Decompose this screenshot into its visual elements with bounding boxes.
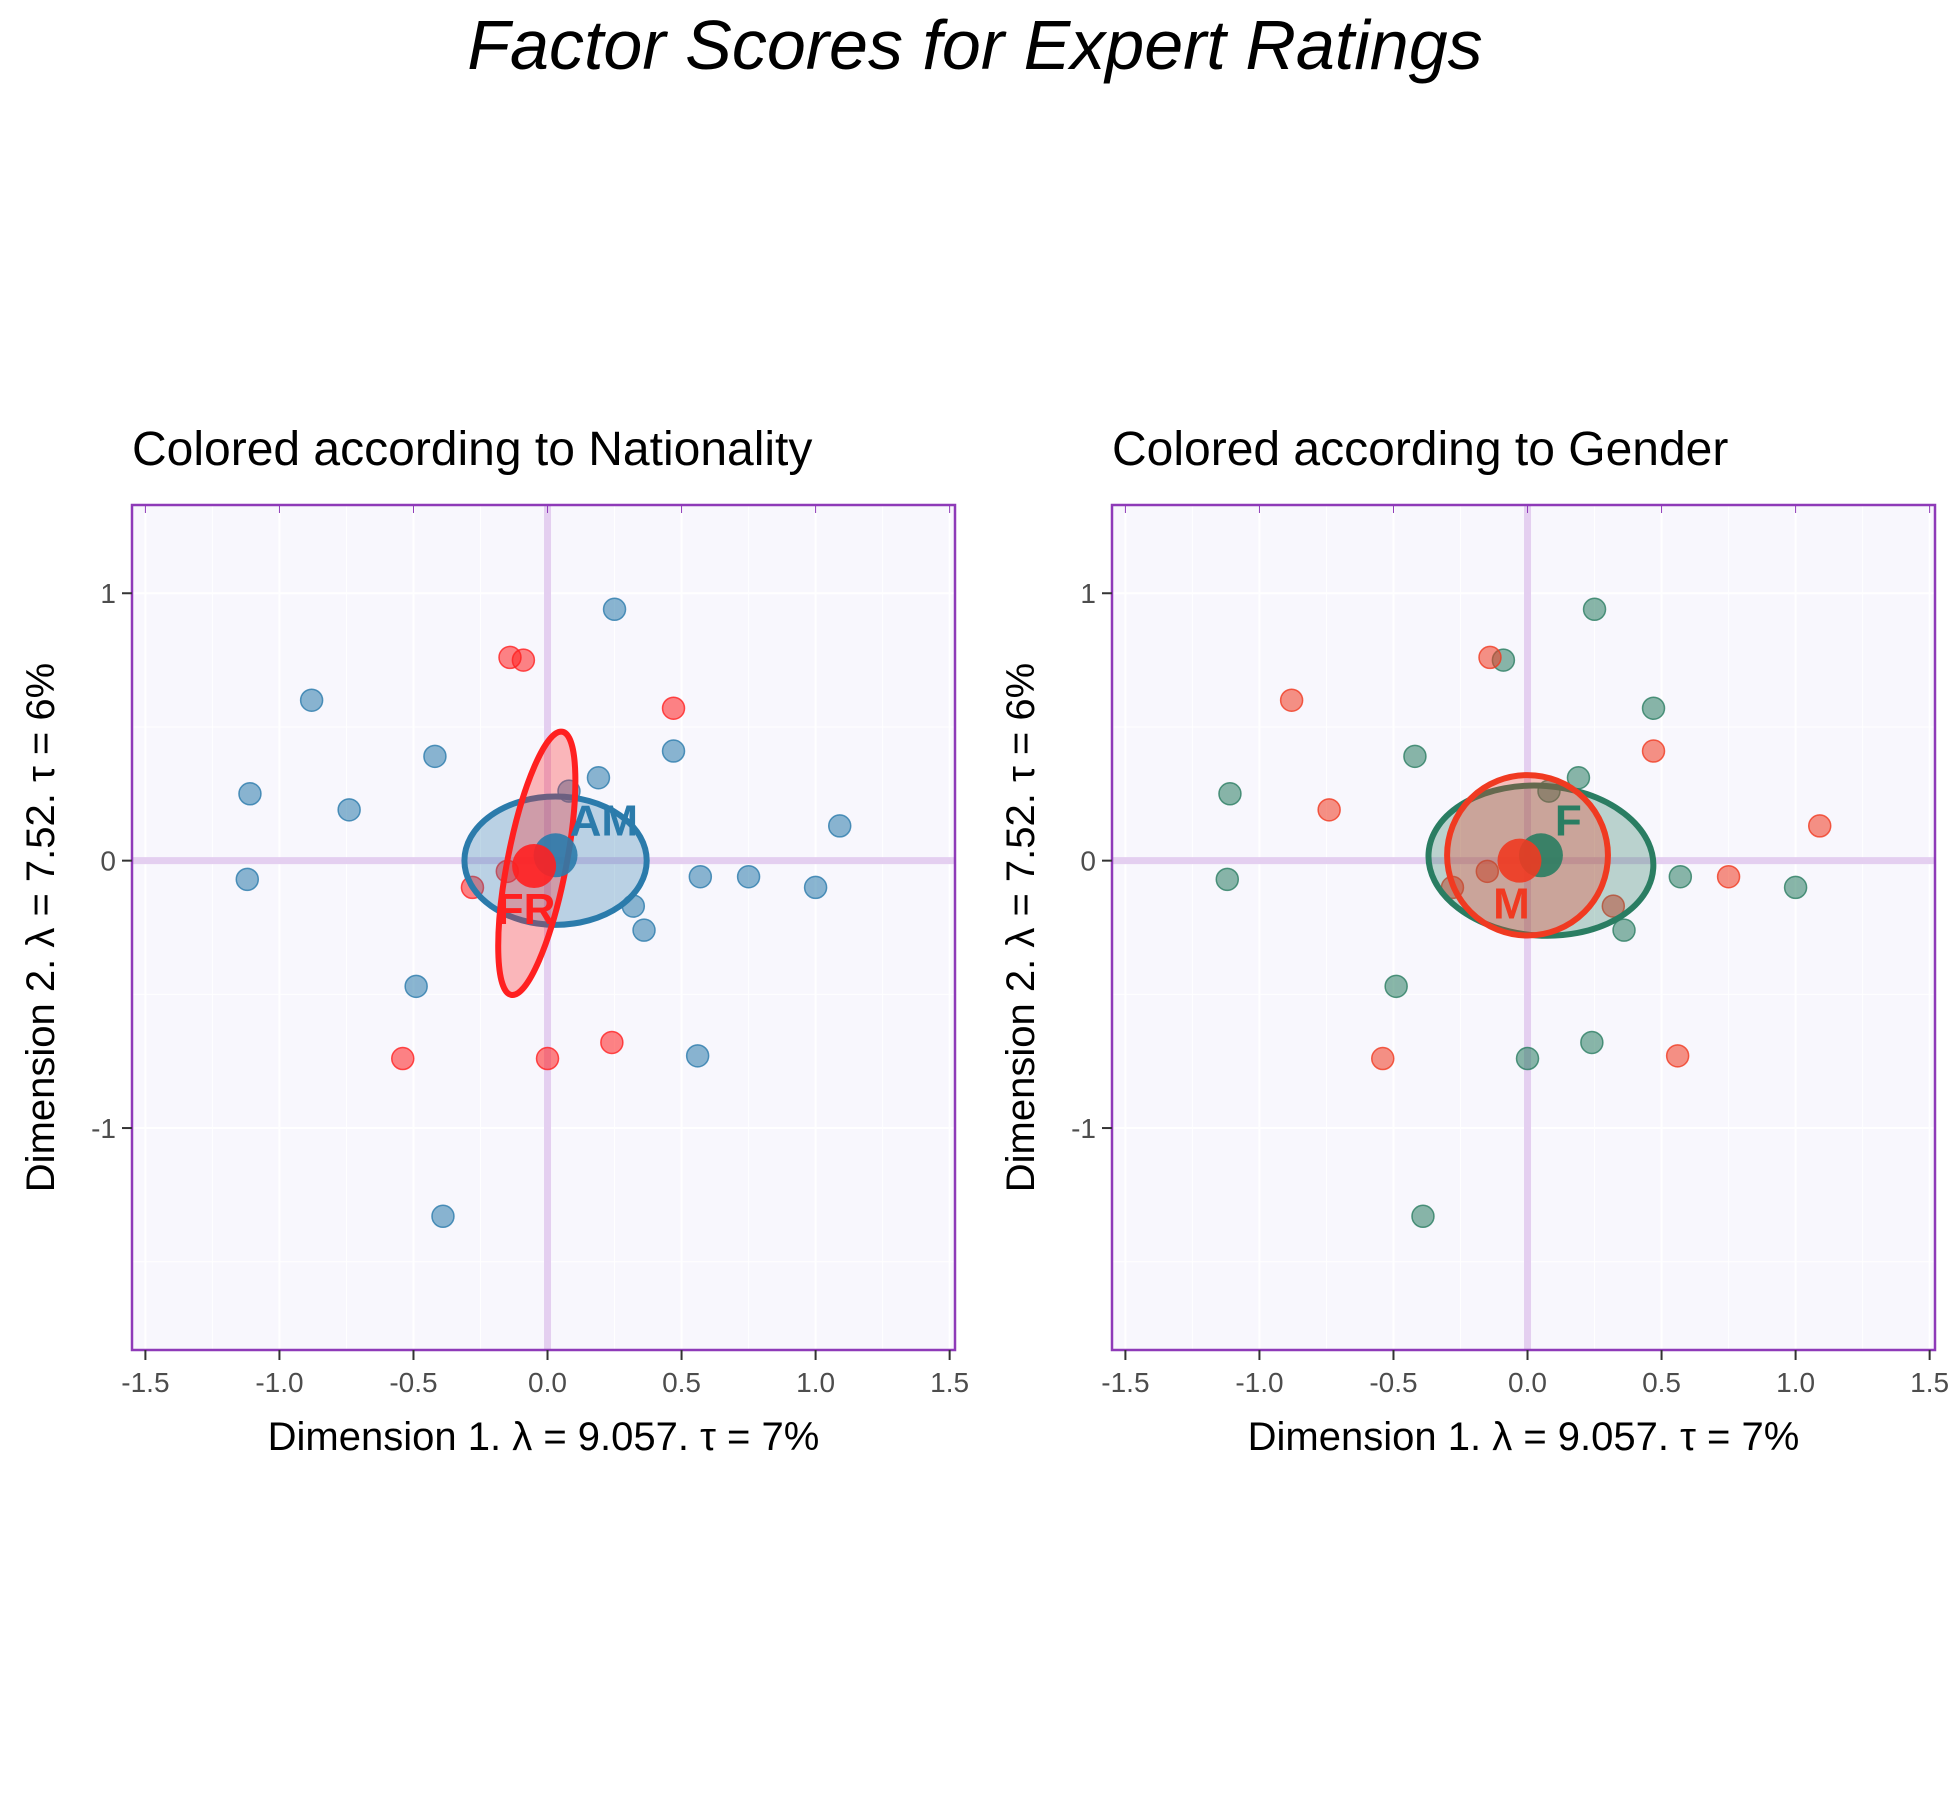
x-tick-label: -0.5 [1369,1367,1417,1398]
data-point-am [431,1204,455,1229]
y-tick-label: 1 [100,578,116,609]
data-point-m [1475,859,1500,884]
panel-border [130,503,957,1352]
y-tick-label: 0 [1080,846,1096,877]
x-tick-label: -1.0 [255,1367,303,1398]
data-point-m [1716,864,1741,889]
data-point-am [299,688,324,712]
data-point-m [1317,798,1341,822]
data-point-am [688,864,713,889]
data-point-f [1783,875,1808,900]
main-title: Factor Scores for Expert Ratings [467,6,1483,84]
x-tick-label: 1.0 [796,1367,835,1398]
data-point-f [1668,864,1693,889]
data-point-f [1580,1030,1604,1055]
panel-background [132,505,955,1350]
data-point-f [1582,597,1607,622]
data-point-am [238,782,262,806]
panel-title: Colored according to Gender [1112,423,1728,476]
panel-nationality: AM FR -1.5 -1.0 -0.5 0.0 0.5 1.0 1.5 -1 0 1 Dimensio… [19,423,969,1459]
data-point-fr [511,648,536,672]
data-point-am [602,597,627,622]
x-tick-label: -0.5 [389,1367,437,1398]
data-point-am [661,739,686,763]
y-tick-label: -1 [91,1113,116,1144]
data-point-am [235,867,260,892]
x-tick-label: 1.5 [930,1367,969,1398]
y-axis-label: Dimension 2. λ = 7.52. τ = 6% [999,663,1043,1192]
x-axis-label: Dimension 1. λ = 9.057. τ = 7% [268,1415,820,1459]
data-point-am [803,875,828,900]
x-tick-label: 0.0 [1508,1367,1547,1398]
x-tick-label: -1.5 [1101,1367,1149,1398]
data-point-m [1279,688,1304,712]
x-tick-label: 0.0 [528,1367,567,1398]
y-tick-label: 0 [100,846,116,877]
x-tick-label: -1.0 [1235,1367,1283,1398]
group-label-am: AM [570,796,638,845]
x-tick-label: 1.5 [1910,1367,1949,1398]
group-label-f: F [1555,796,1582,845]
data-point-f [1403,744,1427,769]
data-point-m [1665,1044,1690,1068]
data-point-am [404,974,428,999]
data-point-am [827,814,852,838]
group-label-fr: FR [497,885,556,934]
data-point-m [1641,739,1666,763]
data-point-fr [600,1030,624,1055]
data-point-am [586,766,611,790]
data-point-f [1641,696,1666,720]
data-point-fr [391,1046,415,1071]
data-point-m [1478,645,1502,670]
group-mean-fr [512,843,557,888]
data-point-f [1612,918,1636,942]
panel-border [1110,503,1937,1352]
data-point-fr [661,696,686,720]
data-point-am [423,744,447,769]
data-point-m [1371,1046,1395,1071]
y-axis-label: Dimension 2. λ = 7.52. τ = 6% [19,663,63,1192]
data-point-f [1218,782,1242,806]
panel-title: Colored according to Nationality [132,423,812,476]
x-tick-label: 0.5 [1642,1367,1681,1398]
x-axis-label: Dimension 1. λ = 9.057. τ = 7% [1248,1415,1800,1459]
data-point-f [1411,1204,1435,1229]
group-label-m: M [1493,880,1530,929]
data-point-m [1807,814,1832,838]
panel-background [1112,505,1935,1350]
y-tick-label: -1 [1071,1113,1096,1144]
data-point-am [685,1044,710,1068]
data-point-am [632,918,656,942]
data-point-fr [535,1046,560,1071]
group-mean-m [1497,838,1542,883]
data-point-m [1601,894,1626,918]
data-point-f [1215,867,1240,892]
x-tick-label: -1.5 [121,1367,169,1398]
panel-gender: FM -1.5 -1.0 -0.5 0.0 0.5 1.0 1.5 -1 0 1 Dimension … [999,423,1949,1459]
data-point-f [1515,1046,1540,1071]
y-tick-label: 1 [1080,578,1096,609]
x-tick-label: 1.0 [1776,1367,1815,1398]
data-point-am [337,798,361,822]
data-point-f [1384,974,1408,999]
data-point-am [736,864,761,889]
x-tick-label: 0.5 [662,1367,701,1398]
